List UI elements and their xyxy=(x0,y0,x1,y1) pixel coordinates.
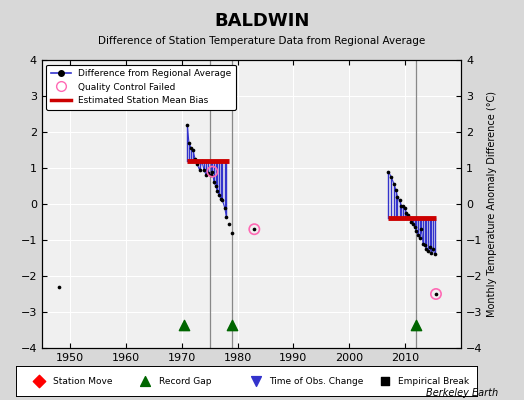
Point xyxy=(416,235,424,241)
Point xyxy=(396,197,404,204)
Point xyxy=(412,228,421,234)
Point xyxy=(250,226,258,232)
Point xyxy=(431,251,439,258)
Point xyxy=(198,158,206,164)
Point xyxy=(397,202,406,209)
Point xyxy=(425,244,434,250)
Point xyxy=(399,202,407,209)
Point xyxy=(195,166,204,173)
Point xyxy=(187,145,195,151)
Point xyxy=(412,322,421,328)
Point xyxy=(409,221,417,227)
Y-axis label: Monthly Temperature Anomaly Difference (°C): Monthly Temperature Anomaly Difference (… xyxy=(487,91,497,317)
Point xyxy=(424,248,432,254)
Point xyxy=(432,291,440,297)
Point xyxy=(200,166,208,173)
Point xyxy=(185,140,193,146)
Point xyxy=(228,230,236,236)
Text: Empirical Break: Empirical Break xyxy=(398,376,470,386)
Point xyxy=(204,170,213,177)
Point xyxy=(250,226,258,232)
Point xyxy=(216,195,225,202)
Point xyxy=(208,168,216,175)
Text: Difference of Station Temperature Data from Regional Average: Difference of Station Temperature Data f… xyxy=(99,36,425,46)
Point xyxy=(54,284,63,290)
Point xyxy=(193,161,202,168)
Point xyxy=(404,212,412,218)
Point xyxy=(222,214,231,220)
Point xyxy=(417,226,425,232)
Text: BALDWIN: BALDWIN xyxy=(214,12,310,30)
Point xyxy=(432,291,440,297)
Text: Time of Obs. Change: Time of Obs. Change xyxy=(269,376,364,386)
Point xyxy=(213,188,222,195)
Point xyxy=(384,168,392,175)
Point xyxy=(400,204,409,211)
Point xyxy=(380,378,389,384)
Point xyxy=(410,224,419,230)
Point xyxy=(421,242,429,248)
Point xyxy=(183,122,191,128)
Point xyxy=(202,172,211,178)
Point xyxy=(221,204,229,211)
Point xyxy=(429,246,438,252)
Point xyxy=(393,194,401,200)
Point xyxy=(212,183,220,189)
Point xyxy=(228,322,236,328)
Point xyxy=(189,147,197,153)
Point xyxy=(35,378,43,384)
Point xyxy=(208,168,216,175)
Point xyxy=(419,240,427,247)
Point xyxy=(391,186,400,193)
Point xyxy=(225,221,233,227)
Point xyxy=(390,181,398,187)
Point xyxy=(191,156,199,162)
Point xyxy=(219,197,227,204)
Point xyxy=(387,174,396,180)
Point xyxy=(406,215,414,222)
Point xyxy=(407,219,416,225)
Point xyxy=(402,210,410,216)
Point xyxy=(427,250,435,256)
Point xyxy=(215,192,223,198)
Point xyxy=(252,378,260,384)
Text: Record Gap: Record Gap xyxy=(159,376,211,386)
Point xyxy=(180,322,189,328)
Point xyxy=(422,246,431,252)
Point xyxy=(414,231,422,238)
Legend: Difference from Regional Average, Quality Control Failed, Estimated Station Mean: Difference from Regional Average, Qualit… xyxy=(47,64,236,110)
Point xyxy=(206,172,215,178)
Point xyxy=(140,378,149,384)
Text: Berkeley Earth: Berkeley Earth xyxy=(425,388,498,398)
Point xyxy=(210,179,219,186)
Text: Station Move: Station Move xyxy=(52,376,112,386)
